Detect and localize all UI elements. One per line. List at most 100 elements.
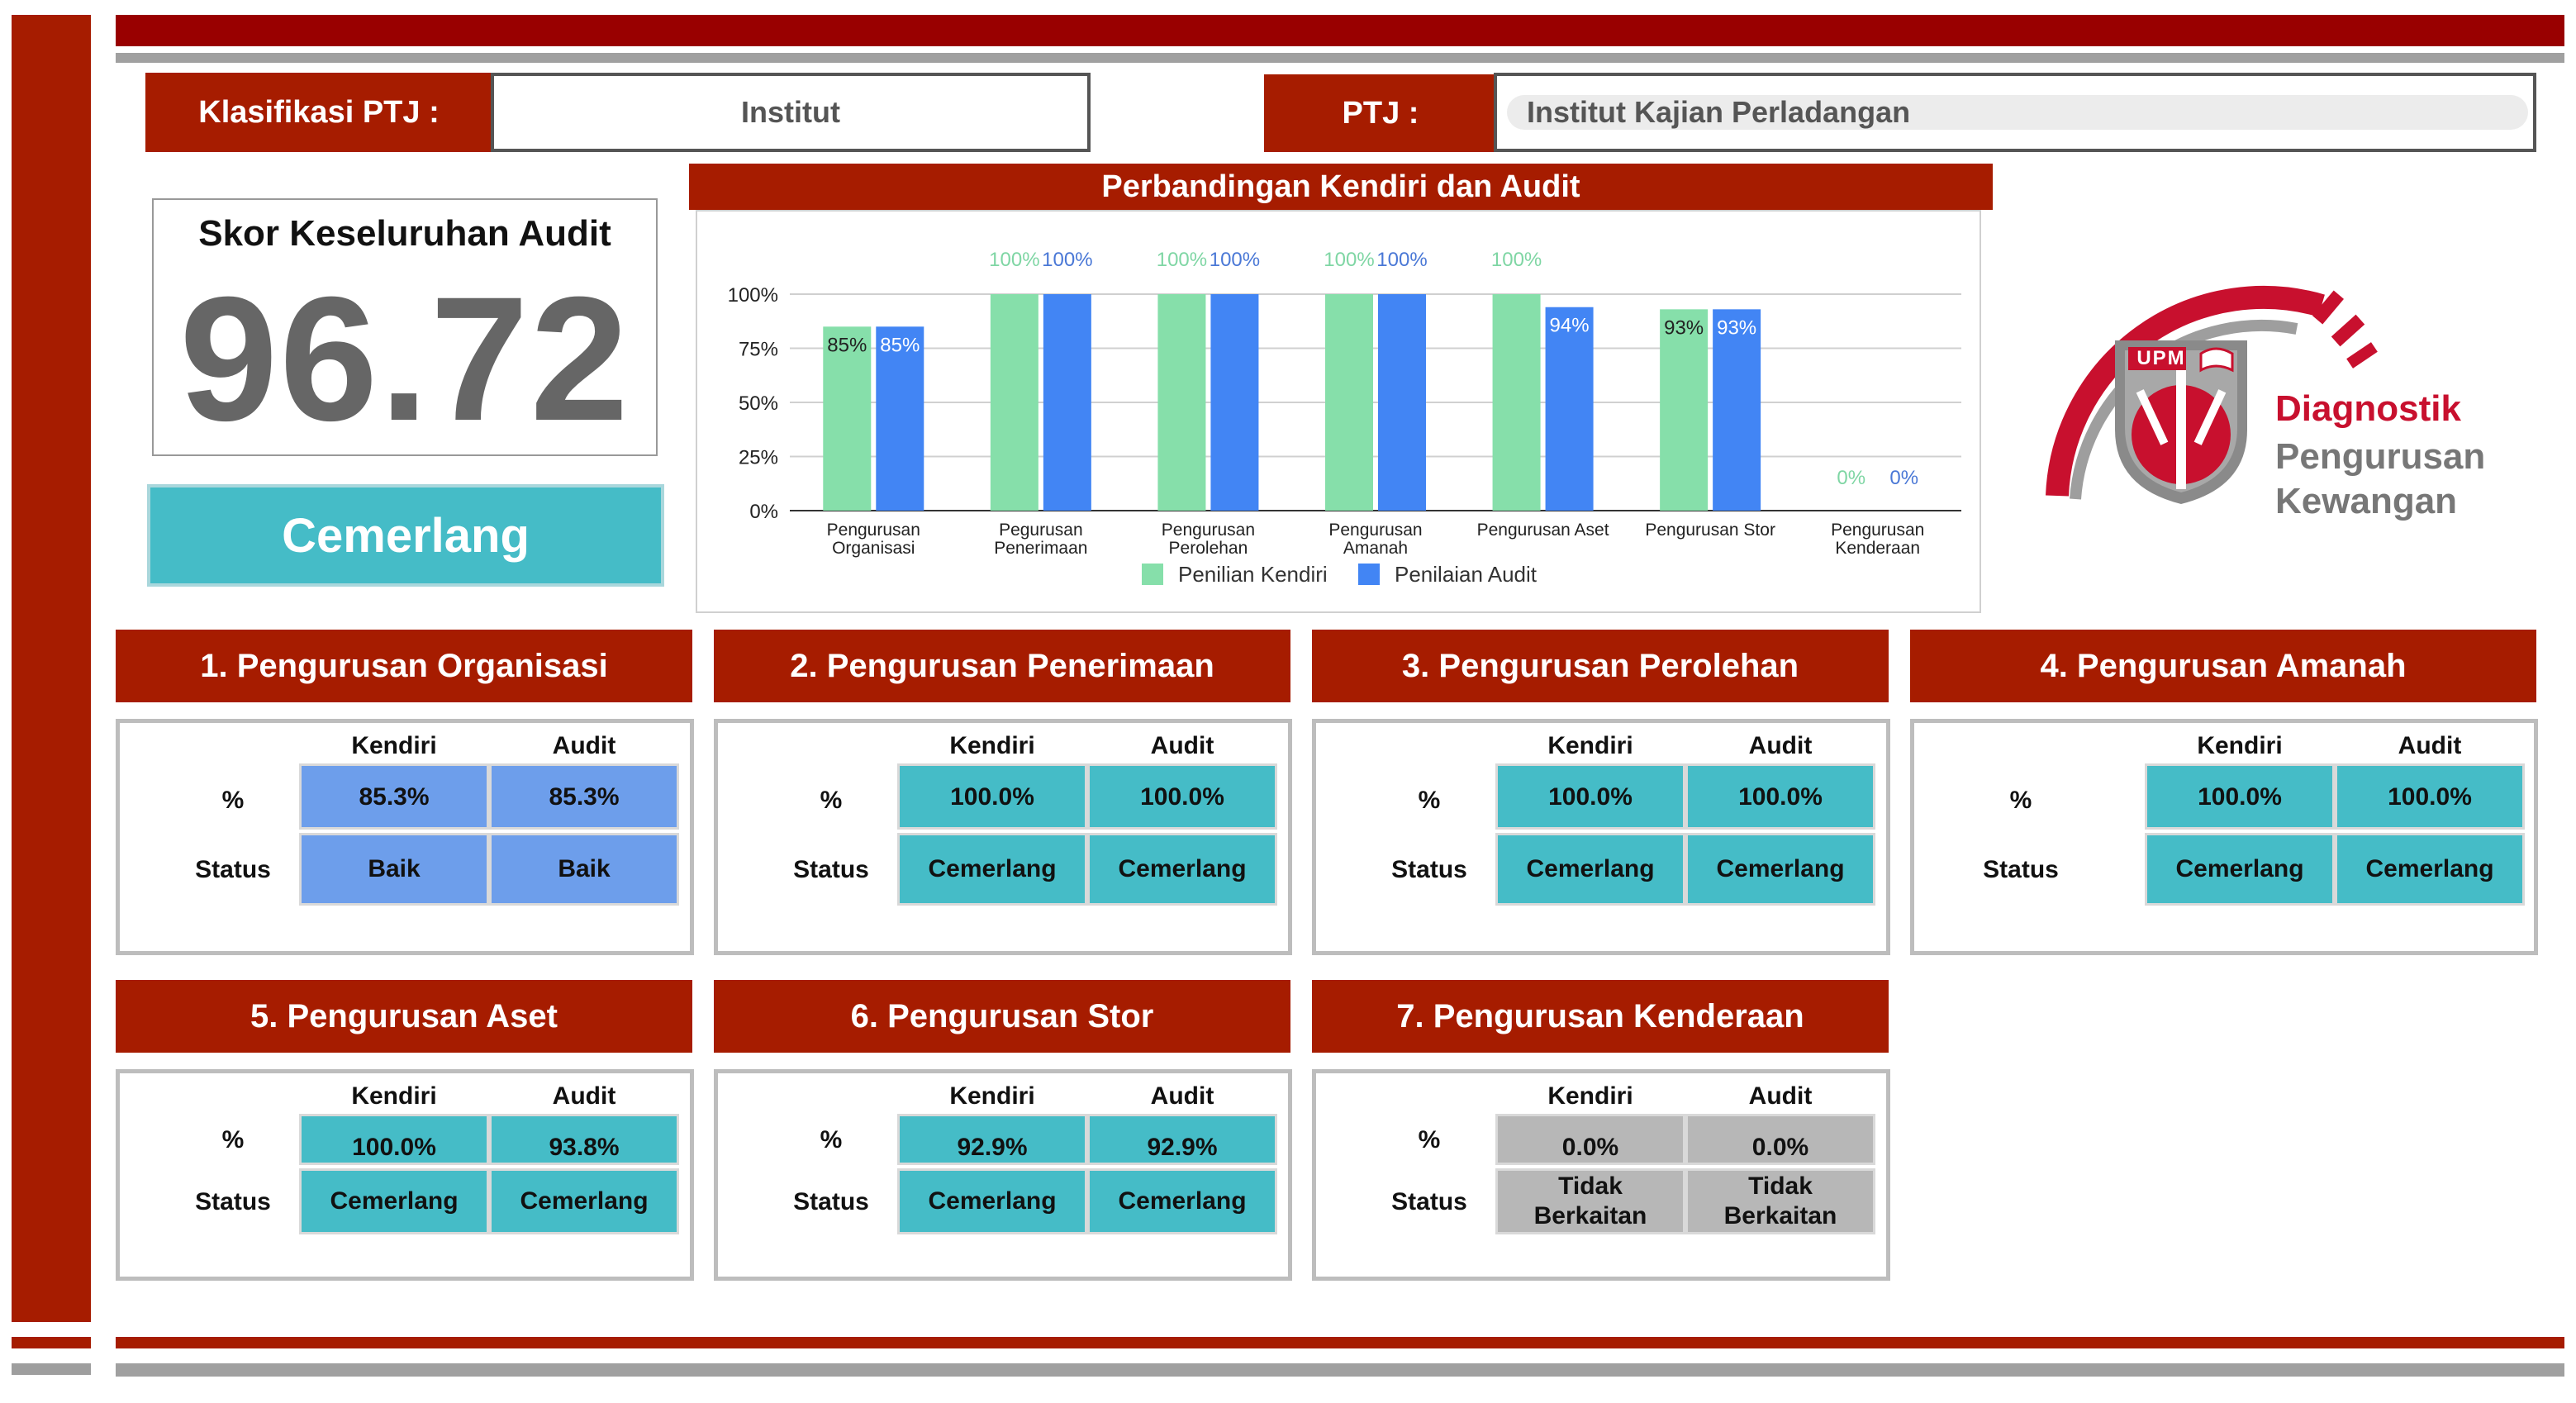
audit-status-cell: Cemerlang bbox=[1087, 1168, 1277, 1234]
audit-percent-cell: 93.8% bbox=[489, 1114, 679, 1165]
top-banner-red bbox=[116, 15, 2564, 46]
status-row-label: Status bbox=[793, 856, 869, 883]
audit-column-header: Audit bbox=[552, 1082, 616, 1110]
y-tick-label: 50% bbox=[739, 392, 778, 415]
audit-status-cell: Cemerlang bbox=[1685, 833, 1875, 906]
kendiri-status-cell: Cemerlang bbox=[1495, 833, 1685, 906]
klasifikasi-value: Institut bbox=[741, 95, 840, 129]
y-tick-label: 100% bbox=[728, 284, 778, 307]
bar-data-label: 100% bbox=[989, 249, 1039, 271]
status-row-label: Status bbox=[195, 856, 271, 883]
ptj-label: PTJ : bbox=[1264, 74, 1497, 152]
section-table-7 bbox=[1312, 1069, 1890, 1281]
x-category-label: Pengurusan bbox=[1162, 521, 1255, 540]
top-banner-grey bbox=[116, 53, 2564, 63]
audit-percent-cell: 100.0% bbox=[1087, 763, 1277, 830]
upm-logo: UPM bbox=[2024, 264, 2520, 529]
status-row-label: Status bbox=[1983, 856, 2059, 883]
overall-score-title: Skor Keseluruhan Audit bbox=[198, 213, 611, 254]
audit-column-header: Audit bbox=[2398, 732, 2462, 759]
percent-row-label: % bbox=[221, 787, 245, 814]
logo-text-kewangan: Kewangan bbox=[2275, 481, 2458, 521]
x-category-label: Kenderaan bbox=[1835, 539, 1920, 558]
bar-data-label: 0% bbox=[1889, 467, 1918, 489]
bar-data-label: 85% bbox=[880, 334, 920, 356]
kendiri-status-cell: Cemerlang bbox=[2145, 833, 2335, 906]
audit-bar bbox=[1713, 309, 1761, 511]
kendiri-column-header: Kendiri bbox=[1547, 732, 1633, 759]
section-header-7: 7. Pengurusan Kenderaan bbox=[1312, 980, 1889, 1053]
logo-text-pengurusan: Pengurusan bbox=[2275, 436, 2486, 477]
kendiri-status-cell: Cemerlang bbox=[299, 1168, 489, 1234]
kendiri-bar bbox=[1492, 294, 1541, 511]
kendiri-bar bbox=[1157, 294, 1206, 511]
section-header-5: 5. Pengurusan Aset bbox=[116, 980, 692, 1053]
audit-status-cell: Baik bbox=[489, 833, 679, 906]
kendiri-column-header: Kendiri bbox=[351, 732, 437, 759]
logo-badge: UPM bbox=[2136, 347, 2186, 369]
kendiri-percent-cell: 92.9% bbox=[897, 1114, 1087, 1165]
kendiri-bar bbox=[990, 294, 1038, 511]
status-row-label: Status bbox=[793, 1188, 869, 1215]
kendiri-percent-cell: 100.0% bbox=[299, 1114, 489, 1165]
bar-data-label: 93% bbox=[1664, 316, 1704, 339]
ptj-select[interactable]: Institut Kajian Perladangan bbox=[1494, 73, 2536, 152]
bar-data-label: 94% bbox=[1550, 315, 1590, 337]
left-frame-bar bbox=[12, 15, 91, 1322]
audit-bar bbox=[1545, 307, 1594, 511]
ptj-value: Institut Kajian Perladangan bbox=[1507, 95, 2528, 130]
bar-data-label: 100% bbox=[1491, 249, 1542, 271]
klasifikasi-select[interactable]: Institut bbox=[491, 73, 1091, 152]
bar-data-label: 100% bbox=[1210, 249, 1260, 271]
audit-status-cell: Tidak Berkaitan bbox=[1685, 1168, 1875, 1234]
audit-percent-cell: 92.9% bbox=[1087, 1114, 1277, 1165]
kendiri-column-header: Kendiri bbox=[1547, 1082, 1633, 1110]
kendiri-percent-cell: 100.0% bbox=[897, 763, 1087, 830]
section-header-2: 2. Pengurusan Penerimaan bbox=[714, 630, 1290, 702]
audit-bar bbox=[1043, 294, 1091, 511]
audit-percent-cell: 0.0% bbox=[1685, 1114, 1875, 1165]
audit-column-header: Audit bbox=[1150, 1082, 1214, 1110]
overall-score-value: 96.72 bbox=[179, 260, 630, 458]
section-header-3: 3. Pengurusan Perolehan bbox=[1312, 630, 1889, 702]
percent-row-label: % bbox=[820, 787, 843, 814]
status-row-label: Status bbox=[1391, 856, 1467, 883]
kendiri-percent-cell: 100.0% bbox=[2145, 763, 2335, 830]
legend-swatch bbox=[1142, 564, 1163, 585]
audit-status-cell: Cemerlang bbox=[2335, 833, 2525, 906]
audit-column-header: Audit bbox=[1748, 1082, 1813, 1110]
chart-title: Perbandingan Kendiri dan Audit bbox=[689, 164, 1993, 210]
x-category-label: Penerimaan bbox=[994, 539, 1087, 558]
legend-label: Penilian Kendiri bbox=[1178, 562, 1328, 587]
bottom-banner-grey bbox=[116, 1363, 2564, 1377]
kendiri-percent-cell: 0.0% bbox=[1495, 1114, 1685, 1165]
logo-text-diagnostik: Diagnostik bbox=[2275, 388, 2461, 429]
bar-data-label: 100% bbox=[1324, 249, 1374, 271]
kendiri-status-cell: Cemerlang bbox=[897, 1168, 1087, 1234]
x-category-label: Pengurusan Stor bbox=[1645, 521, 1775, 540]
legend-swatch bbox=[1358, 564, 1380, 585]
kendiri-bar bbox=[823, 326, 872, 511]
left-frame-footer-grey bbox=[12, 1363, 91, 1375]
kendiri-percent-cell: 100.0% bbox=[1495, 763, 1685, 830]
section-header-6: 6. Pengurusan Stor bbox=[714, 980, 1290, 1053]
x-category-label: Organisasi bbox=[832, 539, 915, 558]
percent-row-label: % bbox=[221, 1126, 245, 1153]
klasifikasi-label: Klasifikasi PTJ : bbox=[145, 73, 492, 152]
percent-row-label: % bbox=[820, 1126, 843, 1153]
bar-data-label: 100% bbox=[1042, 249, 1092, 271]
overall-score-card: Skor Keseluruhan Audit 96.72 bbox=[152, 198, 658, 456]
percent-row-label: % bbox=[1418, 787, 1441, 814]
status-row-label: Status bbox=[1391, 1188, 1467, 1215]
x-category-label: Amanah bbox=[1343, 539, 1408, 558]
bar-data-label: 100% bbox=[1376, 249, 1427, 271]
audit-column-header: Audit bbox=[552, 732, 616, 759]
comparison-chart-panel: 0% 25% 50% 75% 100% 85% 85% Pengurusan Organisas… bbox=[696, 210, 1981, 613]
audit-bar bbox=[1210, 294, 1259, 511]
legend-label: Penilaian Audit bbox=[1395, 562, 1538, 587]
audit-bar bbox=[1378, 294, 1426, 511]
x-category-label: Perolehan bbox=[1169, 539, 1248, 558]
bar-data-label: 0% bbox=[1837, 467, 1865, 489]
audit-percent-cell: 100.0% bbox=[1685, 763, 1875, 830]
y-tick-label: 25% bbox=[739, 447, 778, 469]
